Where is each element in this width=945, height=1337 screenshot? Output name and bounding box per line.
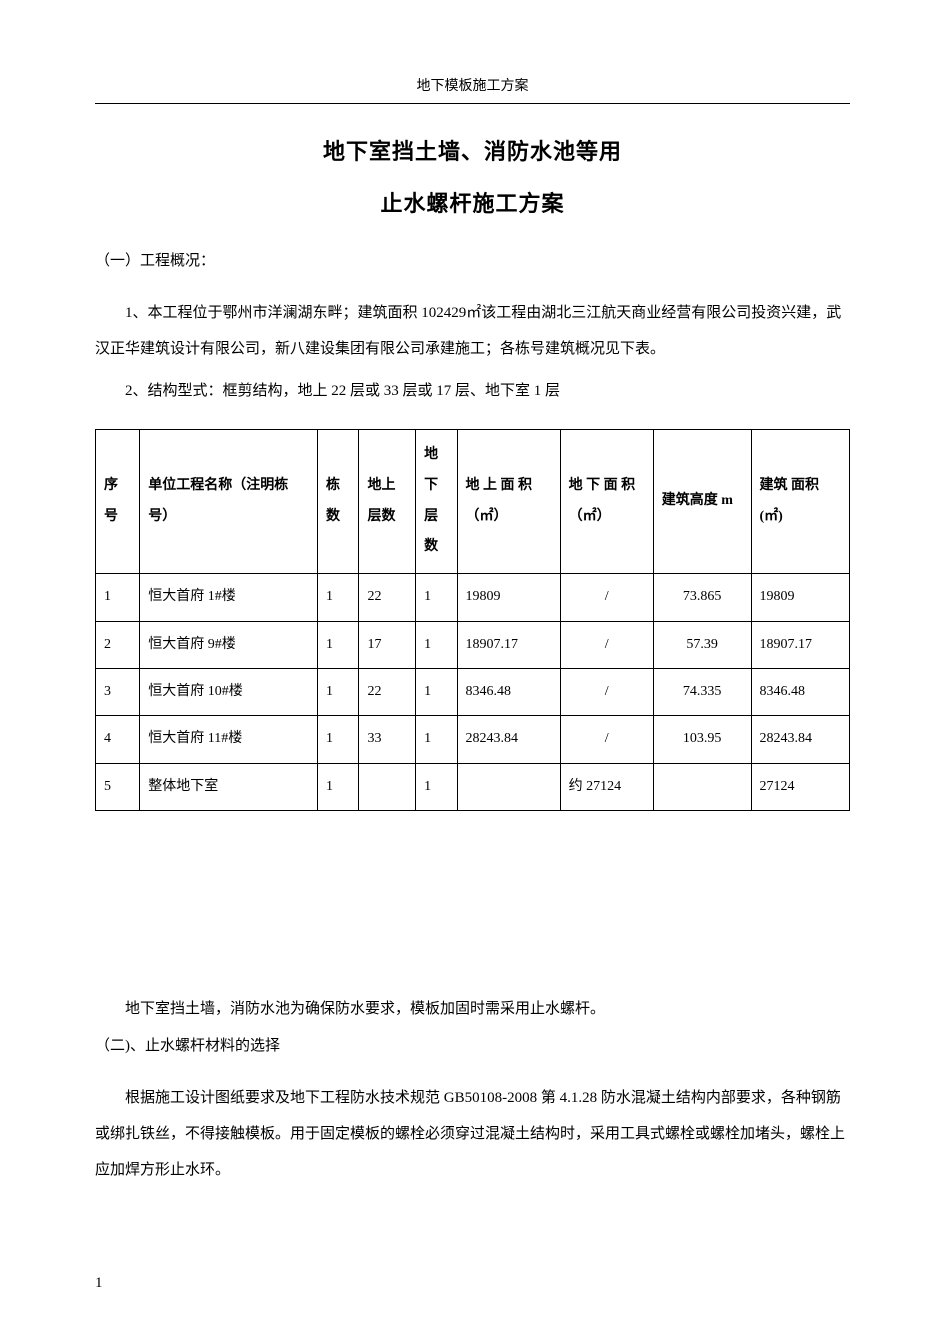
cell-area-above: 19809 xyxy=(457,574,560,621)
cell-area-total: 19809 xyxy=(751,574,850,621)
cell-below: 1 xyxy=(416,716,457,763)
table-row: 5 整体地下室 1 1 约 27124 27124 xyxy=(96,763,850,810)
col-header-area-above: 地 上 面 积（㎡） xyxy=(457,430,560,574)
cell-area-below: / xyxy=(560,668,653,715)
cell-seq: 2 xyxy=(96,621,140,668)
cell-area-below: / xyxy=(560,621,653,668)
section2-intro: 地下室挡土墙，消防水池为确保防水要求，模板加固时需采用止水螺杆。 xyxy=(95,991,850,1027)
col-header-height: 建筑高度 m xyxy=(653,430,751,574)
cell-seq: 4 xyxy=(96,716,140,763)
cell-height: 103.95 xyxy=(653,716,751,763)
section1-para1: 1、本工程位于鄂州市洋澜湖东畔；建筑面积 102429㎡该工程由湖北三江航天商业… xyxy=(95,295,850,367)
page-number: 1 xyxy=(95,1275,103,1292)
col-header-above: 地上层数 xyxy=(359,430,416,574)
cell-name: 整体地下室 xyxy=(140,763,318,810)
document-header: 地下模板施工方案 xyxy=(95,75,850,95)
cell-bldg: 1 xyxy=(318,763,359,810)
table-body: 1 恒大首府 1#楼 1 22 1 19809 / 73.865 19809 2… xyxy=(96,574,850,811)
table-row: 4 恒大首府 11#楼 1 33 1 28243.84 / 103.95 282… xyxy=(96,716,850,763)
section2-heading: （二)、止水螺杆材料的选择 xyxy=(95,1033,850,1060)
col-header-bldg: 栋数 xyxy=(318,430,359,574)
cell-bldg: 1 xyxy=(318,716,359,763)
cell-name: 恒大首府 9#楼 xyxy=(140,621,318,668)
cell-area-above: 18907.17 xyxy=(457,621,560,668)
building-table-container: 序号 单位工程名称（注明栋号） 栋数 地上层数 地下层数 地 上 面 积（㎡） … xyxy=(95,429,850,811)
cell-height: 74.335 xyxy=(653,668,751,715)
table-row: 3 恒大首府 10#楼 1 22 1 8346.48 / 74.335 8346… xyxy=(96,668,850,715)
cell-name: 恒大首府 10#楼 xyxy=(140,668,318,715)
cell-height xyxy=(653,763,751,810)
cell-area-above xyxy=(457,763,560,810)
cell-bldg: 1 xyxy=(318,668,359,715)
col-header-name: 单位工程名称（注明栋号） xyxy=(140,430,318,574)
cell-above: 22 xyxy=(359,574,416,621)
building-table: 序号 单位工程名称（注明栋号） 栋数 地上层数 地下层数 地 上 面 积（㎡） … xyxy=(95,429,850,811)
cell-area-above: 28243.84 xyxy=(457,716,560,763)
cell-bldg: 1 xyxy=(318,574,359,621)
cell-below: 1 xyxy=(416,621,457,668)
cell-height: 57.39 xyxy=(653,621,751,668)
cell-above: 17 xyxy=(359,621,416,668)
table-header-row: 序号 单位工程名称（注明栋号） 栋数 地上层数 地下层数 地 上 面 积（㎡） … xyxy=(96,430,850,574)
table-row: 1 恒大首府 1#楼 1 22 1 19809 / 73.865 19809 xyxy=(96,574,850,621)
cell-above: 22 xyxy=(359,668,416,715)
section1-heading: （一）工程概况： xyxy=(95,248,850,275)
cell-height: 73.865 xyxy=(653,574,751,621)
cell-above xyxy=(359,763,416,810)
cell-area-total: 28243.84 xyxy=(751,716,850,763)
document-title-line2: 止水螺杆施工方案 xyxy=(95,186,850,218)
cell-above: 33 xyxy=(359,716,416,763)
cell-below: 1 xyxy=(416,763,457,810)
cell-area-total: 8346.48 xyxy=(751,668,850,715)
cell-area-below: / xyxy=(560,716,653,763)
cell-area-above: 8346.48 xyxy=(457,668,560,715)
section2-wrapper: 地下室挡土墙，消防水池为确保防水要求，模板加固时需采用止水螺杆。 （二)、止水螺… xyxy=(95,991,850,1188)
cell-name: 恒大首府 1#楼 xyxy=(140,574,318,621)
cell-area-below: 约 27124 xyxy=(560,763,653,810)
cell-name: 恒大首府 11#楼 xyxy=(140,716,318,763)
cell-seq: 1 xyxy=(96,574,140,621)
cell-area-total: 27124 xyxy=(751,763,850,810)
cell-below: 1 xyxy=(416,574,457,621)
cell-seq: 3 xyxy=(96,668,140,715)
col-header-area-below: 地 下 面 积（㎡） xyxy=(560,430,653,574)
section2-para1: 根据施工设计图纸要求及地下工程防水技术规范 GB50108-2008 第 4.1… xyxy=(95,1080,850,1188)
document-title-line1: 地下室挡土墙、消防水池等用 xyxy=(95,134,850,166)
cell-seq: 5 xyxy=(96,763,140,810)
cell-area-below: / xyxy=(560,574,653,621)
col-header-area-total: 建筑 面积(㎡) xyxy=(751,430,850,574)
section1-para2: 2、结构型式：框剪结构，地上 22 层或 33 层或 17 层、地下室 1 层 xyxy=(95,373,850,409)
col-header-seq: 序号 xyxy=(96,430,140,574)
col-header-below: 地下层数 xyxy=(416,430,457,574)
table-row: 2 恒大首府 9#楼 1 17 1 18907.17 / 57.39 18907… xyxy=(96,621,850,668)
cell-area-total: 18907.17 xyxy=(751,621,850,668)
cell-below: 1 xyxy=(416,668,457,715)
header-divider xyxy=(95,103,850,104)
cell-bldg: 1 xyxy=(318,621,359,668)
